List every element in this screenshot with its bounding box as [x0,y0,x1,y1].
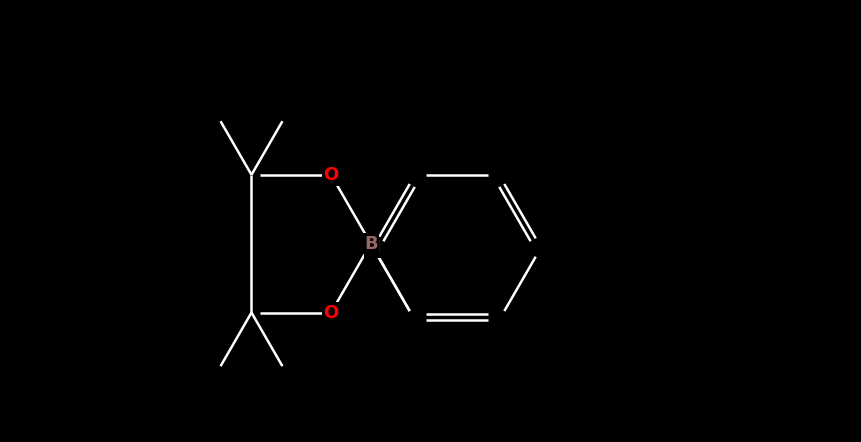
Text: O: O [324,304,338,322]
Text: O: O [324,166,338,184]
Text: N: N [366,239,381,256]
Text: B: B [364,235,378,253]
